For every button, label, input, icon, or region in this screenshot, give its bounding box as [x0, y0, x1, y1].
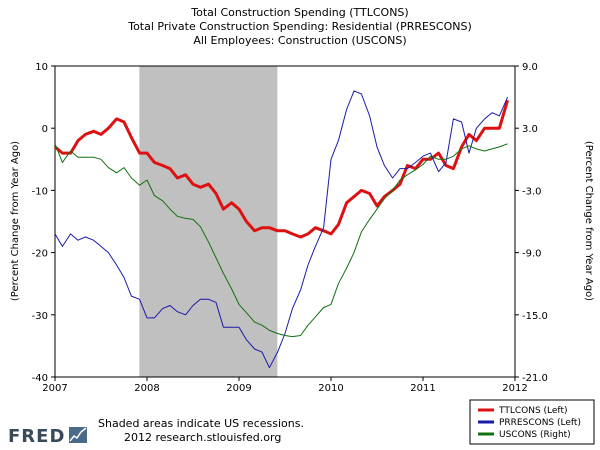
series-layer [54, 90, 510, 369]
x-tick-label: 2011 [410, 383, 435, 394]
y-axis-left-title: (Percent Change from Year Ago) [10, 141, 21, 301]
axes: 2007 2008 2009 2010 2011 2012 10 0 -10 -20 -30 -40 9… [32, 62, 548, 394]
legend-label-ttlcons: TTLCONS (Left) [498, 406, 567, 416]
y-left-tick-label: -30 [32, 311, 48, 322]
y-left-tick-label: -40 [32, 373, 48, 384]
x-tick-label: 2009 [226, 383, 251, 394]
series-line-uscons [54, 143, 508, 338]
chart-title-line-3: All Employees: Construction (USCONS) [193, 34, 406, 47]
y-left-tick-label: 10 [35, 62, 48, 73]
fred-chart-icon-line [69, 427, 87, 442]
y-axis-right-title: (Percent Change from Year Ago) [583, 141, 594, 301]
y-left-tick-label: 0 [42, 124, 48, 135]
y-right-tick-label: -9.0 [522, 249, 542, 260]
legend-label-uscons: USCONS (Right) [499, 430, 571, 440]
y-right-tick-label: -3.0 [522, 186, 542, 197]
y-left-tick-label: -10 [32, 186, 48, 197]
x-tick-label: 2012 [502, 383, 527, 394]
x-tick-label: 2007 [42, 383, 67, 394]
y-right-tick-label: 9.0 [522, 62, 538, 73]
recession-shading [139, 66, 278, 377]
y-left-tick-label: -20 [32, 249, 48, 260]
fred-logo-text: FRED [8, 426, 65, 447]
y-right-tick-label: 3.0 [522, 124, 538, 135]
y-right-tick-label: -21.0 [522, 373, 548, 384]
plot-frame [54, 65, 516, 378]
chart-title-line-2: Total Private Construction Spending: Res… [127, 20, 472, 33]
recession-note: Shaded areas indicate US recessions. [98, 417, 304, 430]
fred-logo: FRED [8, 426, 87, 447]
chart-title-line-1: Total Construction Spending (TTLCONS) [190, 6, 408, 19]
series-line-ttlcons [54, 99, 510, 239]
x-tick-label: 2008 [134, 383, 159, 394]
x-tick-label: 2010 [318, 383, 343, 394]
legend-label-prrescons: PRRESCONS (Left) [499, 418, 581, 428]
y-right-tick-label: -15.0 [522, 311, 548, 322]
source-credit: 2012 research.stlouisfed.org [124, 431, 281, 444]
legend: TTLCONS (Left) PRRESCONS (Left) USCONS (Ri… [469, 399, 595, 445]
